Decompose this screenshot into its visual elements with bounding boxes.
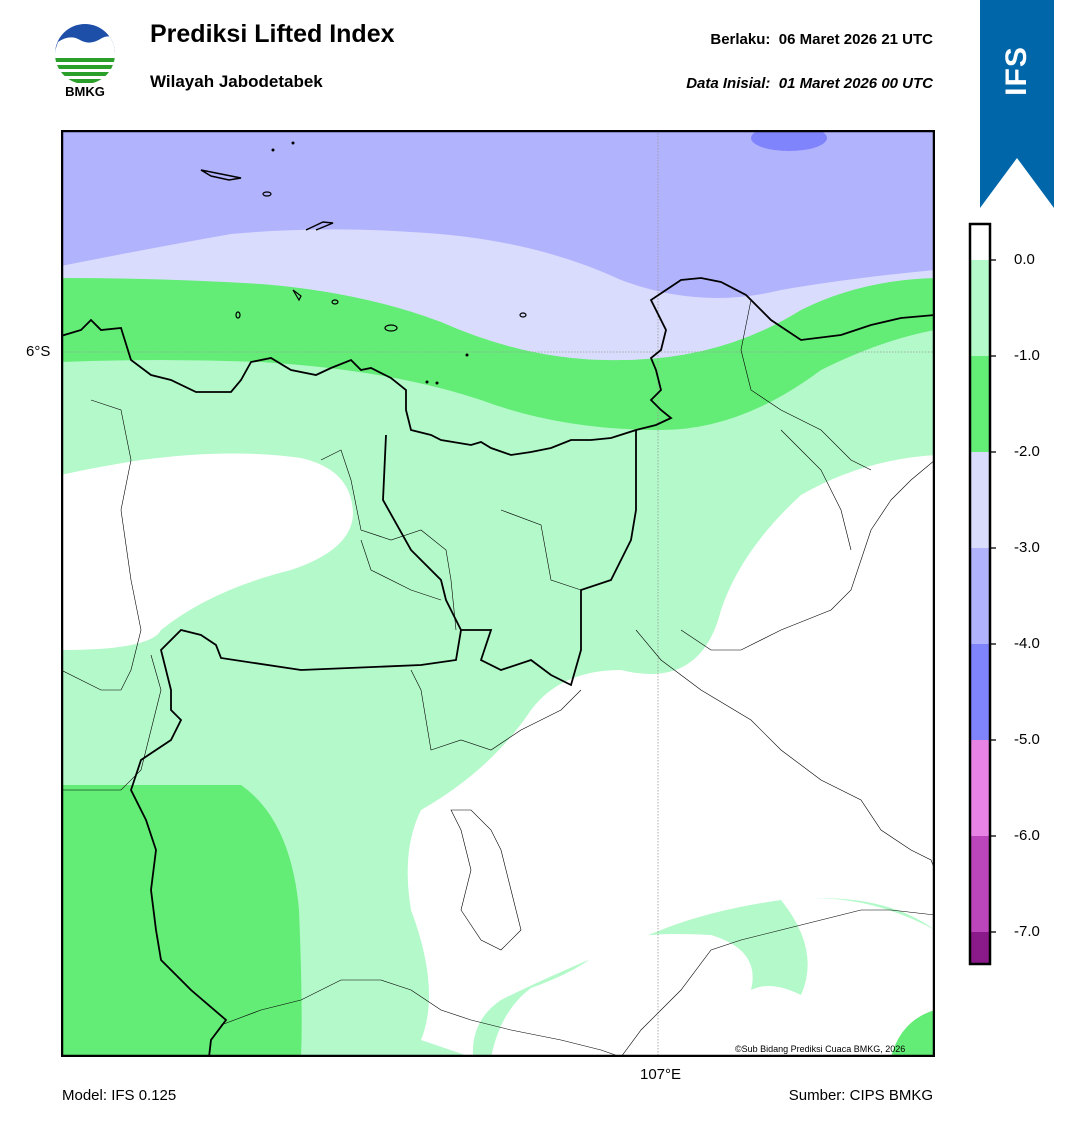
source-label: Sumber: CIPS BMKG xyxy=(788,1087,933,1104)
island xyxy=(425,380,429,384)
island xyxy=(465,353,469,357)
colorbar-frame xyxy=(968,222,992,966)
legend-tick-label: 0.0 xyxy=(1014,251,1035,268)
island xyxy=(435,381,439,385)
lifted-index-colorbar xyxy=(968,222,996,966)
white-region-west xyxy=(61,453,353,650)
white-region-south xyxy=(491,898,935,1057)
legend-tick-label: -3.0 xyxy=(1014,539,1040,556)
legend-tick-label: -6.0 xyxy=(1014,827,1040,844)
map-subtitle: Wilayah Jabodetabek xyxy=(150,72,323,91)
province-boundary xyxy=(130,629,462,1057)
island xyxy=(292,289,302,302)
legend-bin-minus-4-to-minus-5 xyxy=(970,644,990,740)
legend-bin-minus-5-to-minus-6 xyxy=(970,740,990,836)
valid-time: Berlaku: 06 Maret 2026 21 UTC xyxy=(710,31,933,48)
band-minus-1-2-sw xyxy=(61,785,302,1057)
legend-bin-minus-3-to-minus-4 xyxy=(970,548,990,644)
island xyxy=(519,312,527,318)
map-frame xyxy=(61,130,935,1057)
legend-bin-below-minus-7 xyxy=(970,932,990,964)
legend-tick-label: -5.0 xyxy=(1014,731,1040,748)
legend-tick-label: -2.0 xyxy=(1014,443,1040,460)
model-label: Model: IFS 0.125 xyxy=(62,1087,177,1104)
ifs-badge-text: IFS xyxy=(999,46,1033,96)
valid-label: Berlaku: xyxy=(710,31,771,48)
island xyxy=(271,148,275,152)
coastline xyxy=(61,277,935,456)
legend-tick-label: -4.0 xyxy=(1014,635,1040,652)
ifs-badge: IFS xyxy=(980,36,1054,106)
island xyxy=(305,221,334,231)
island xyxy=(235,311,241,319)
legend-bin-minus-2-to-minus-3 xyxy=(970,452,990,548)
island xyxy=(200,169,242,181)
map-title: Prediksi Lifted Index xyxy=(150,20,395,48)
band-minus-1-2-se xyxy=(891,1010,935,1057)
island xyxy=(291,141,295,145)
ifs-ribbon xyxy=(980,0,1054,208)
valid-value: 06 Maret 2026 21 UTC xyxy=(778,31,933,48)
band-minus-3-4 xyxy=(61,130,935,298)
colorbar-ticks xyxy=(990,259,996,933)
legend-bin-minus-1-to-minus-2 xyxy=(970,356,990,452)
island xyxy=(384,324,398,332)
district-boundaries xyxy=(61,299,935,1057)
legend-bin-above-0 xyxy=(970,224,990,260)
legend-tick-label: -7.0 xyxy=(1014,923,1040,940)
lon-label: 107°E xyxy=(640,1066,682,1083)
island xyxy=(331,299,339,305)
lat-label: 6°S xyxy=(26,343,51,360)
init-time: Data Inisial: 01 Maret 2026 00 UTC xyxy=(686,75,933,92)
lifted-index-map xyxy=(61,130,935,1057)
map-credit: ©Sub Bidang Prediksi Cuaca BMKG, 2026 xyxy=(735,1044,906,1054)
bmkg-logo xyxy=(55,24,115,84)
band-minus-4-5 xyxy=(751,130,827,151)
logo-text: BMKG xyxy=(65,84,105,99)
legend-bin-0-to-minus-1 xyxy=(970,260,990,356)
init-label: Data Inisial: xyxy=(686,75,771,92)
island xyxy=(262,191,272,197)
init-value: 01 Maret 2026 00 UTC xyxy=(778,75,933,92)
legend-bin-minus-6-to-minus-7 xyxy=(970,836,990,932)
province-boundary xyxy=(382,430,637,687)
legend-tick-label: -1.0 xyxy=(1014,347,1040,364)
